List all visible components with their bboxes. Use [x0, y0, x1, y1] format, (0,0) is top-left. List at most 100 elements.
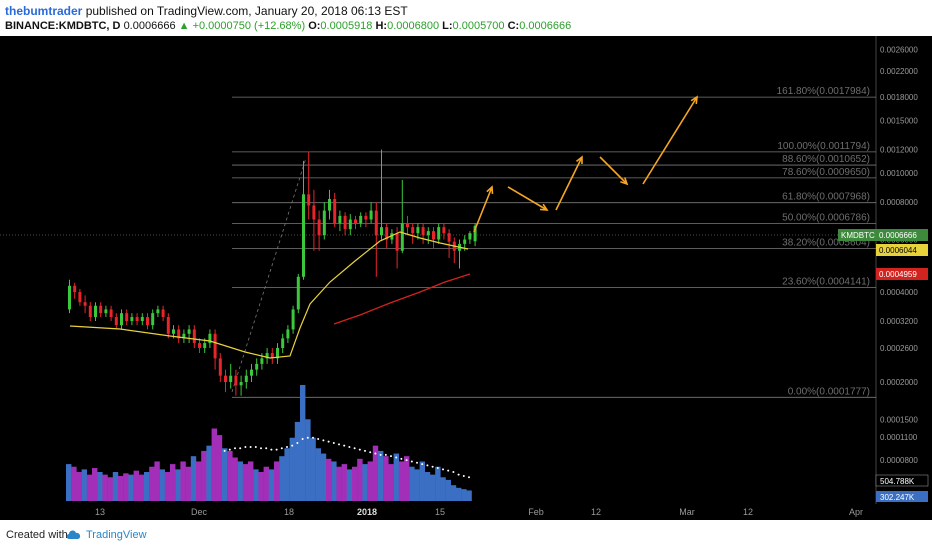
open-value: 0.0005918 — [320, 20, 373, 32]
volume-bar — [424, 472, 431, 501]
volume-bar — [326, 458, 332, 501]
volume-ma-dot — [306, 436, 309, 439]
volume-bar — [294, 421, 301, 501]
candle-body — [239, 382, 243, 386]
volume-ma-dot — [421, 463, 424, 466]
candle-body — [192, 329, 196, 344]
y-tick-label: 0.0026000 — [880, 45, 918, 54]
volume-bar — [357, 458, 363, 501]
volume-bar — [185, 466, 191, 501]
y-tick-label: 0.0010000 — [880, 169, 918, 178]
candle-body — [374, 210, 378, 236]
volume-bar — [388, 464, 394, 501]
candle-body — [135, 317, 139, 322]
symbol-tag-label: KMDBTC — [841, 231, 875, 240]
last-price-tag — [876, 229, 928, 241]
candle-body — [281, 338, 285, 348]
candle-body — [250, 369, 253, 376]
candle-body — [343, 215, 347, 230]
volume-ma-dot — [254, 445, 257, 448]
candle-body — [140, 317, 144, 322]
author-link[interactable]: thebumtrader — [5, 4, 83, 18]
y-tick-label: 0.0002000 — [880, 378, 918, 387]
x-tick-label: Dec — [191, 507, 208, 517]
volume-bar — [315, 448, 321, 501]
slow-ma-tag-label: 0.0004959 — [879, 270, 917, 279]
candle-body — [161, 309, 165, 318]
candle-body — [328, 198, 331, 211]
volume-bar — [107, 477, 113, 501]
projection-arrowhead — [539, 203, 549, 211]
y-tick-label: 0.0018000 — [880, 93, 918, 102]
candle-body — [354, 219, 357, 224]
fast-moving-average — [69, 231, 469, 359]
candle-body — [229, 375, 233, 382]
candle-body — [307, 194, 311, 206]
chart-area[interactable]: 0.0026000 0.0022000 0.0018000 0.0015000 0.00… — [0, 36, 932, 504]
volume-bar — [242, 464, 249, 501]
candle-body — [369, 210, 373, 220]
fib-level-label: 23.60%(0.0004141) — [782, 277, 870, 288]
candle-body — [156, 309, 160, 314]
volume-bar — [76, 472, 82, 501]
volume-bar — [227, 450, 233, 501]
candle-body — [286, 329, 290, 339]
symbol-label[interactable]: BINANCE:KMDBTC, D — [5, 20, 121, 32]
volume-bar — [232, 457, 238, 501]
volume-tag-label: 504.788K — [880, 477, 915, 486]
fib-level-label: 161.80%(0.0017984) — [777, 86, 870, 97]
volume-bar — [201, 450, 207, 501]
volume-bar — [367, 461, 373, 501]
volume-bar — [393, 453, 399, 501]
volume-ma-dot — [410, 460, 413, 463]
price-chart[interactable]: 0.0026000 0.0022000 0.0018000 0.0015000 0.00… — [0, 36, 932, 504]
volume-ma-dot — [322, 439, 325, 442]
candle-body — [78, 292, 82, 303]
volume-ma-dot — [280, 447, 283, 450]
fib-level-label: 0.00%(0.0001777) — [788, 386, 870, 397]
volume-bar — [196, 461, 202, 501]
volume-bar — [274, 461, 280, 501]
candle-body — [276, 347, 279, 359]
volume-bar — [118, 475, 124, 501]
volume-ma-dot — [416, 461, 418, 464]
candle-body — [166, 317, 170, 334]
time-axis: 13 Dec 18 2018 15 Feb 12 Mar 12 Apr — [95, 507, 863, 517]
volume-bar — [175, 469, 181, 501]
volume-bar — [320, 453, 327, 501]
volume-bar — [289, 437, 295, 501]
volume-bar — [237, 461, 243, 501]
candle-body — [348, 219, 352, 230]
volume-ma-dot — [338, 443, 340, 446]
volume-bar — [461, 489, 467, 501]
candle-body — [270, 353, 274, 359]
y-tick-label: 0.0003200 — [880, 317, 918, 326]
y-tick-label: 0.0004000 — [880, 288, 918, 297]
volume-ma-dot — [436, 467, 439, 470]
volume-bar — [159, 469, 165, 501]
tradingview-link[interactable]: TradingView — [86, 529, 147, 541]
volume-bar — [419, 461, 425, 501]
x-tick-label: 12 — [743, 507, 753, 517]
volume-ma-dot — [405, 459, 408, 462]
volume-ma-dot — [343, 444, 346, 447]
candle-body — [437, 227, 441, 240]
chart-header: thebumtrader published on TradingView.co… — [0, 0, 932, 36]
candle-body — [73, 285, 77, 293]
volume-ma-dot — [452, 471, 455, 473]
volume-bar — [456, 487, 462, 501]
fib-level-label: 78.60%(0.0009650) — [782, 167, 870, 178]
candle-body — [187, 329, 191, 334]
candle-body — [114, 317, 118, 326]
projection-arrow — [599, 156, 628, 185]
fast-ma-tag-label: 0.0006044 — [879, 246, 917, 255]
volume-bar — [248, 461, 254, 501]
candle-body — [244, 375, 248, 382]
volume-bar — [378, 450, 384, 501]
volume-ma-dot — [291, 444, 294, 447]
slow-ma-price-tag — [876, 268, 928, 280]
volume-ma-dot — [364, 449, 366, 452]
volume-bar — [263, 466, 269, 501]
volume-bar — [164, 472, 171, 501]
volume-bar — [435, 466, 441, 501]
